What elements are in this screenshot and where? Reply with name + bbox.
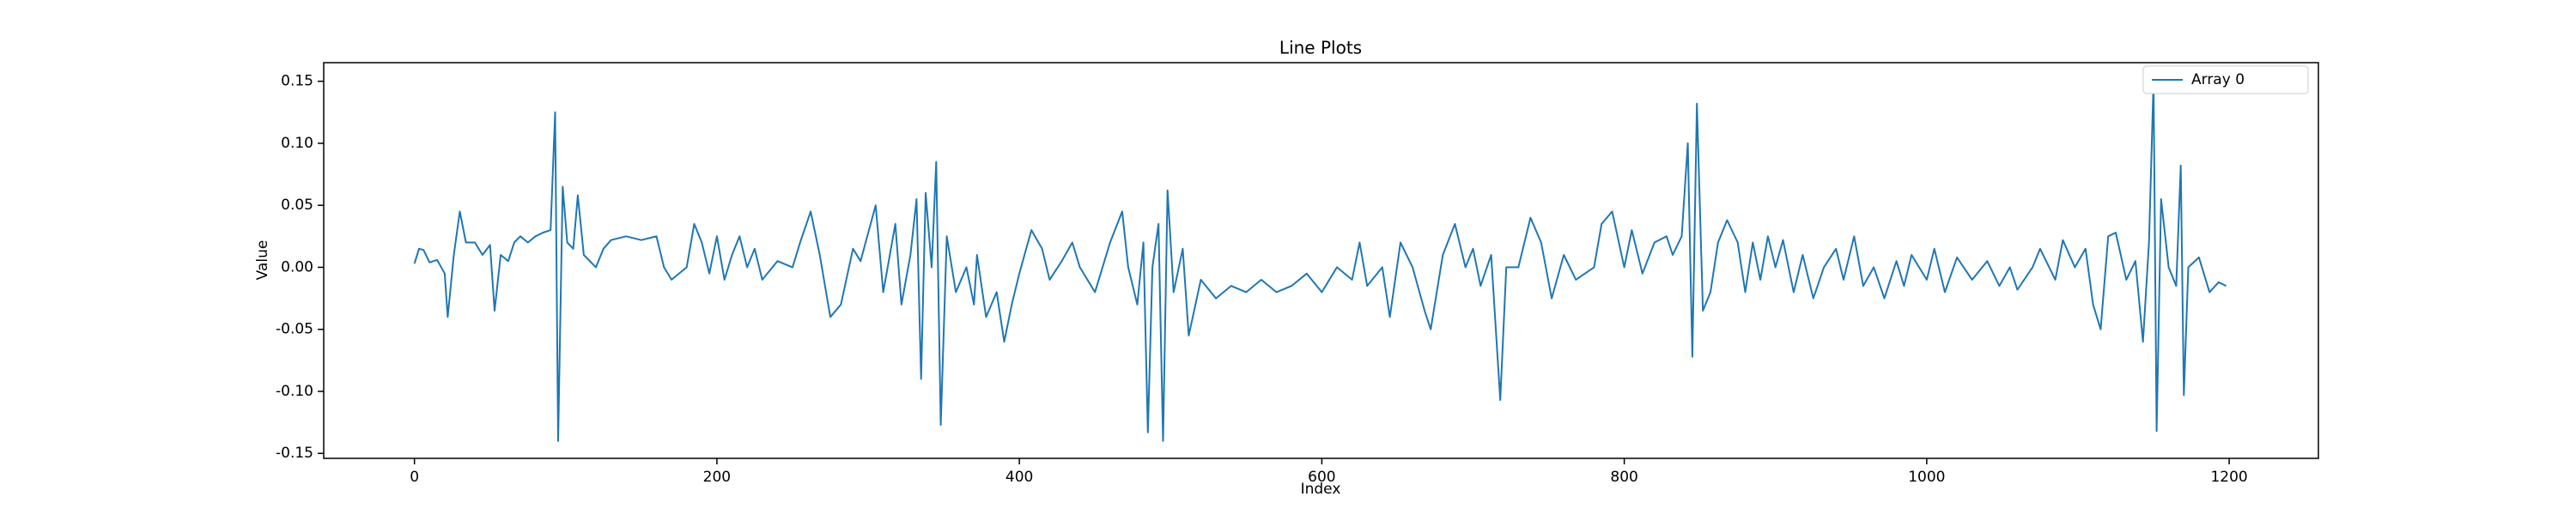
x-tick-label: 1200 (2210, 469, 2247, 486)
y-tick-label: 0.05 (281, 197, 313, 214)
x-tick-label: 400 (1005, 469, 1033, 486)
y-tick-label: -0.10 (276, 383, 313, 400)
legend-box (2142, 65, 2309, 94)
legend-label: Array 0 (2191, 71, 2245, 88)
y-tick-label: 0.10 (281, 135, 313, 152)
x-tick-label: 1000 (1908, 469, 1945, 486)
y-tick-label: 0.00 (281, 258, 313, 276)
chart-title: Line Plots (1279, 38, 1362, 58)
x-tick-label: 200 (703, 469, 731, 486)
y-axis-label: Value (254, 240, 271, 281)
data-line (413, 80, 2227, 442)
y-tick-label: 0.15 (281, 73, 313, 90)
plot-frame (323, 62, 2319, 459)
x-tick-label: 600 (1308, 469, 1335, 486)
x-axis-label: Index (1301, 481, 1341, 498)
x-tick-label: 0 (410, 469, 419, 486)
x-tick-label: 800 (1610, 469, 1637, 486)
y-tick-label: -0.15 (276, 445, 313, 462)
y-tick-label: -0.05 (276, 321, 313, 338)
